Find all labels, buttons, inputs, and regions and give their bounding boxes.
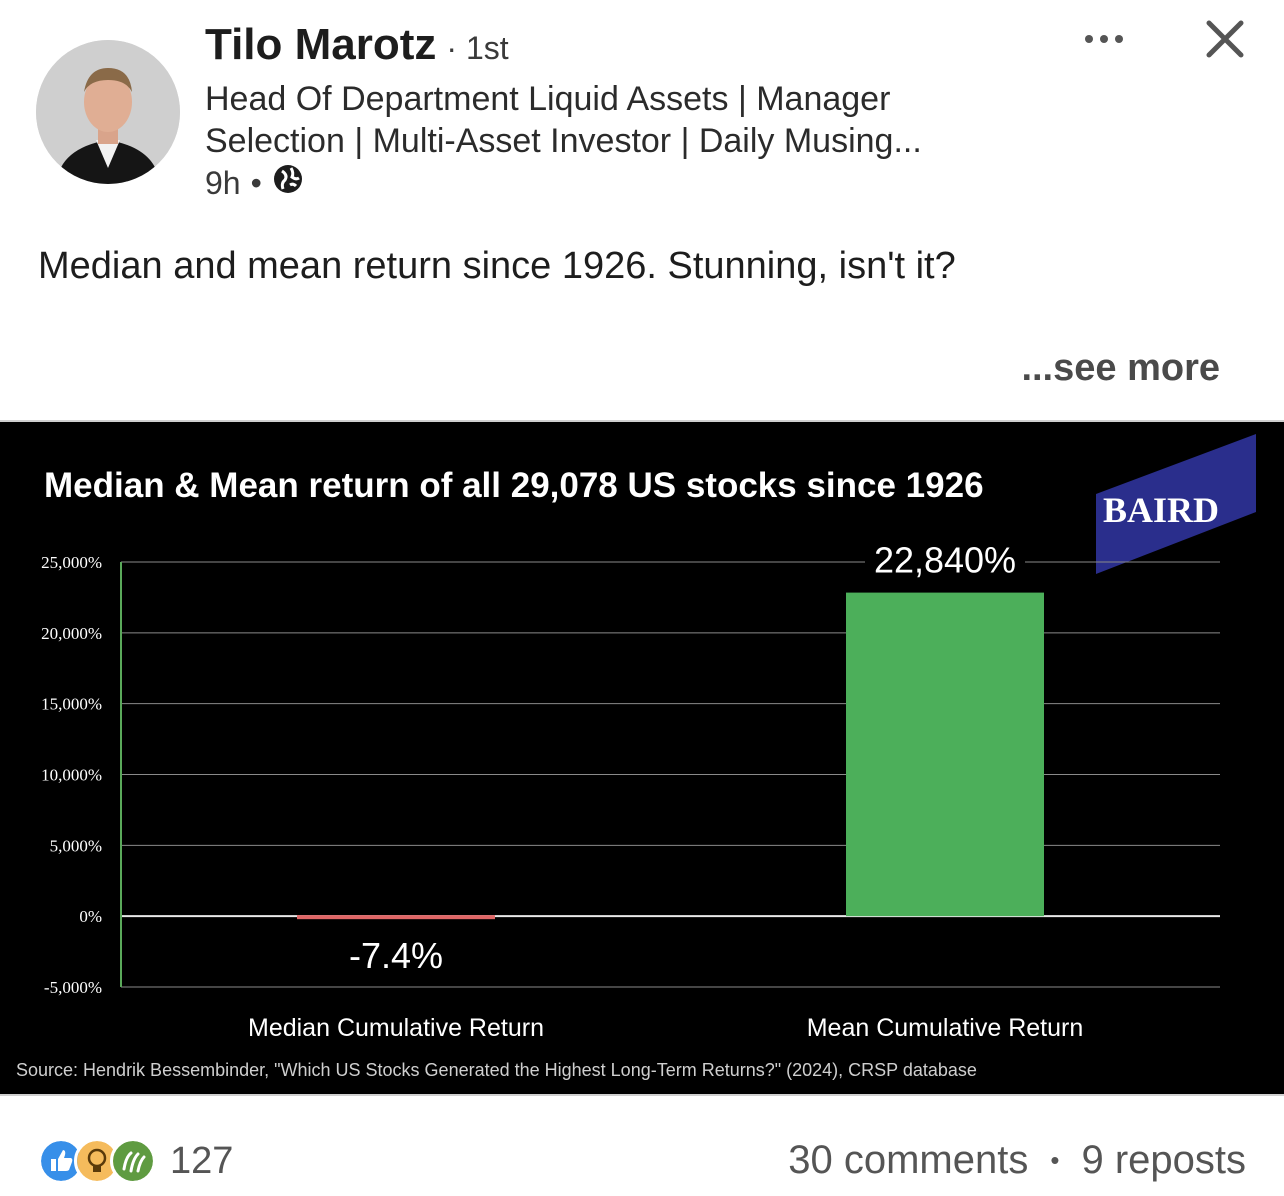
author-name[interactable]: Tilo Marotz <box>205 20 437 69</box>
more-horizontal-icon <box>1085 35 1123 43</box>
y-tick-label: 10,000% <box>41 766 102 785</box>
y-tick-label: 15,000% <box>41 695 102 714</box>
celebrate-icon <box>110 1138 156 1184</box>
post-header: Tilo Marotz · 1st Head Of Department Liq… <box>0 0 1284 220</box>
connection-degree: · 1st <box>446 30 509 66</box>
chart-source: Source: Hendrik Bessembinder, "Which US … <box>16 1060 977 1080</box>
author-avatar[interactable] <box>36 40 180 184</box>
post-meta: 9h • <box>205 163 304 203</box>
bar <box>297 915 495 920</box>
y-tick-label: 0% <box>79 907 102 926</box>
bar <box>846 592 1044 917</box>
y-tick-label: -5,000% <box>44 978 102 997</box>
engage-separator: • <box>1050 1145 1060 1175</box>
globe-icon <box>272 163 304 203</box>
author-name-row: Tilo Marotz · 1st <box>205 20 509 70</box>
bar-value-label: 22,840% <box>874 540 1016 581</box>
close-button[interactable] <box>1200 14 1250 64</box>
baird-logo: BAIRD <box>1096 434 1256 574</box>
engagement-stats: 30 comments • 9 reposts <box>788 1138 1246 1183</box>
x-category-label: Median Cumulative Return <box>248 1014 544 1042</box>
bar-value-label: -7.4% <box>349 935 443 976</box>
bar-chart: Median & Mean return of all 29,078 US st… <box>16 434 1256 1080</box>
value-label-bg <box>865 538 1025 583</box>
chart-title: Median & Mean return of all 29,078 US st… <box>44 466 984 505</box>
reaction-count: 127 <box>170 1139 234 1182</box>
more-options-button[interactable] <box>1080 22 1130 56</box>
post-image-chart[interactable]: Median & Mean return of all 29,078 US st… <box>0 420 1284 1096</box>
y-tick-label: 25,000% <box>41 553 102 572</box>
see-more-link[interactable]: ...see more <box>1021 347 1220 389</box>
baird-logo-text: BAIRD <box>1103 490 1219 530</box>
post-time: 9h <box>205 164 241 201</box>
post-text: Median and mean return since 1926. Stunn… <box>38 245 956 287</box>
y-tick-label: 5,000% <box>50 836 102 855</box>
close-icon <box>1206 20 1244 58</box>
connection-degree-value: 1st <box>465 30 509 66</box>
meta-separator: • <box>250 164 262 201</box>
x-category-label: Mean Cumulative Return <box>807 1014 1084 1042</box>
comments-link[interactable]: 30 comments <box>788 1138 1029 1182</box>
reactions-summary[interactable]: 127 <box>38 1138 233 1184</box>
reposts-link[interactable]: 9 reposts <box>1081 1138 1246 1182</box>
author-headline: Head Of Department Liquid Assets | Manag… <box>205 80 922 160</box>
y-tick-label: 20,000% <box>41 624 102 643</box>
